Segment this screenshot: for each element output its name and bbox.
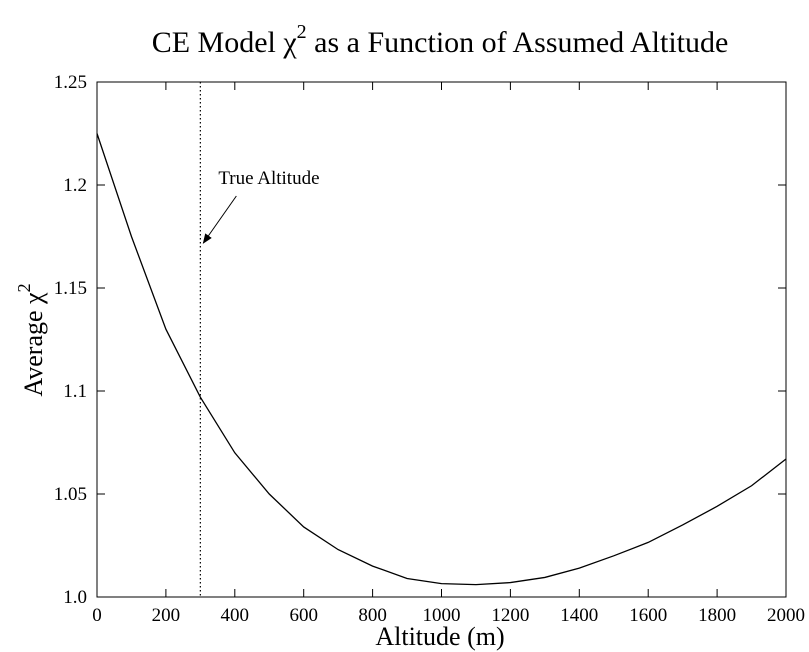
y-tick-label: 1.25 [54,72,87,93]
y-tick-label: 1.0 [63,587,87,608]
y-tick-label: 1.2 [63,175,87,196]
x-tick-label: 1200 [491,605,529,626]
x-tick-label: 400 [221,605,250,626]
x-tick-label: 800 [358,605,387,626]
x-tick-label: 2000 [767,605,805,626]
x-tick-label: 1000 [423,605,461,626]
x-tick-label: 1400 [560,605,598,626]
y-tick-label: 1.15 [54,278,87,299]
x-axis-label: Altitude (m) [375,622,504,651]
x-tick-label: 0 [92,605,102,626]
chart-title: CE Model χ2 as a Function of Assumed Alt… [152,21,729,59]
annotation: True Altitude [218,168,319,189]
x-tick-label: 1600 [629,605,667,626]
y-axis-label: Average χ2 [14,283,48,396]
data-line [96,133,787,586]
x-tick-label: 1800 [698,605,736,626]
annotation-arrow [202,195,237,244]
y-tick-label: 1.05 [54,484,87,505]
x-tick-label: 600 [289,605,318,626]
x-tick-label: 200 [152,605,181,626]
y-tick-label: 1.1 [63,381,87,402]
